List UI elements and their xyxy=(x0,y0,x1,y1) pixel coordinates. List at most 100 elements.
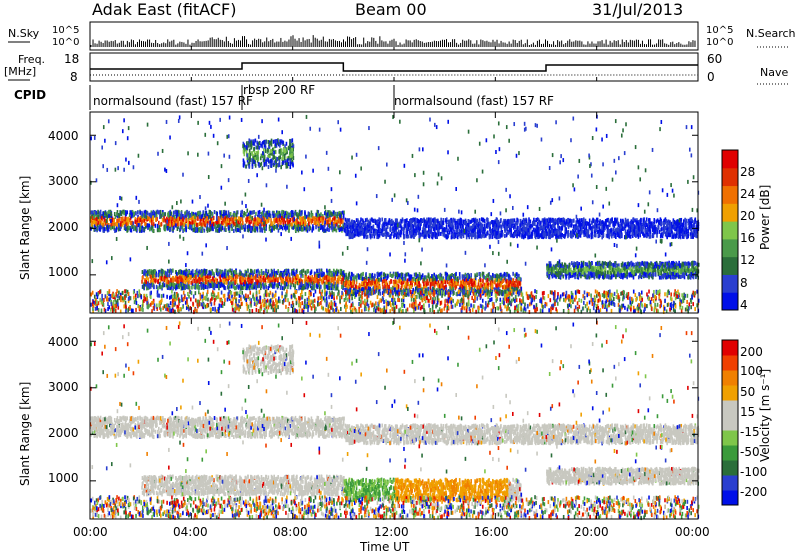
data-cell xyxy=(152,421,154,426)
data-cell xyxy=(156,223,159,228)
data-cell xyxy=(143,213,145,218)
data-cell xyxy=(109,217,111,222)
data-cell xyxy=(161,423,164,428)
data-cell xyxy=(211,211,214,216)
data-cell xyxy=(330,417,332,422)
data-cell xyxy=(315,431,317,436)
data-cell xyxy=(182,435,184,440)
data-cell xyxy=(308,227,311,232)
data-cell xyxy=(163,218,165,223)
data-cell xyxy=(300,224,303,229)
data-cell xyxy=(110,226,112,231)
data-cell xyxy=(265,220,268,225)
data-cell xyxy=(274,424,277,429)
data-cell xyxy=(253,416,255,421)
data-cell xyxy=(182,214,184,219)
data-cell xyxy=(277,416,279,421)
data-cell xyxy=(110,432,112,437)
data-cell xyxy=(187,222,189,227)
data-cell xyxy=(263,213,266,218)
data-cell xyxy=(330,225,333,230)
data-cell xyxy=(137,416,139,421)
data-cell xyxy=(272,419,275,424)
data-cell xyxy=(280,431,282,436)
data-cell xyxy=(308,433,311,438)
data-cell xyxy=(102,417,105,422)
data-cell xyxy=(160,420,162,425)
data-cell xyxy=(170,417,173,422)
data-cell xyxy=(216,228,219,233)
data-cell xyxy=(152,228,154,233)
data-cell xyxy=(108,415,110,420)
freq-unit: [MHz] xyxy=(4,65,37,78)
data-cell xyxy=(241,220,244,225)
data-cell xyxy=(285,215,287,220)
data-cell xyxy=(365,441,368,446)
data-cell xyxy=(283,214,286,219)
data-cell xyxy=(280,427,282,432)
data-cell xyxy=(316,217,319,222)
data-cell xyxy=(321,425,324,430)
freq-tick-low: 8 xyxy=(70,70,78,84)
data-cell xyxy=(216,434,219,439)
data-cell xyxy=(193,223,196,228)
data-cell xyxy=(248,430,251,435)
data-cell xyxy=(172,210,175,215)
data-cell xyxy=(116,222,119,227)
data-cell xyxy=(163,424,165,429)
data-cell xyxy=(328,433,330,438)
data-cell xyxy=(261,434,263,439)
data-cell xyxy=(313,216,315,221)
data-cell xyxy=(230,429,233,434)
xtick-1200: 12:00 xyxy=(374,525,409,539)
freq-panel xyxy=(89,52,699,82)
data-cell xyxy=(242,430,245,435)
data-cell xyxy=(182,428,185,433)
data-cell xyxy=(129,434,132,439)
data-cell xyxy=(162,212,164,217)
data-cell xyxy=(118,424,120,429)
data-cell xyxy=(159,416,162,421)
data-cell xyxy=(268,227,271,232)
data-cell xyxy=(202,218,205,223)
data-cell xyxy=(297,228,300,233)
data-cell xyxy=(93,214,95,219)
data-cell xyxy=(102,428,104,433)
data-cell xyxy=(295,434,297,439)
data-cell xyxy=(185,423,187,428)
data-cell xyxy=(331,423,334,428)
data-cell xyxy=(194,421,196,426)
data-cell xyxy=(143,210,146,215)
data-cell xyxy=(144,427,146,432)
power-cbar-tick-12: 12 xyxy=(740,253,756,267)
data-cell xyxy=(339,433,342,438)
data-cell xyxy=(97,415,99,420)
data-cell xyxy=(149,424,151,429)
data-cell xyxy=(233,212,236,217)
data-cell xyxy=(277,420,279,425)
data-cell xyxy=(208,214,211,219)
data-cell xyxy=(190,224,192,229)
data-cell xyxy=(179,432,182,437)
data-cell xyxy=(341,416,344,421)
data-cell xyxy=(167,418,169,423)
power-ytick-1000: 1000 xyxy=(48,265,79,279)
data-cell xyxy=(117,227,120,232)
data-cell xyxy=(214,223,217,228)
data-cell xyxy=(104,214,106,219)
data-cell xyxy=(136,218,139,223)
data-cell xyxy=(281,432,284,437)
data-cell xyxy=(333,216,336,221)
data-cell xyxy=(137,223,140,228)
data-cell xyxy=(306,214,309,219)
data-cell xyxy=(126,217,128,222)
data-cell xyxy=(156,415,159,420)
data-cell xyxy=(124,422,127,427)
data-cell xyxy=(268,430,271,435)
data-cell xyxy=(274,218,277,223)
data-cell xyxy=(148,433,151,438)
data-cell xyxy=(282,210,285,215)
data-cell xyxy=(246,420,248,425)
data-cell xyxy=(154,429,157,434)
